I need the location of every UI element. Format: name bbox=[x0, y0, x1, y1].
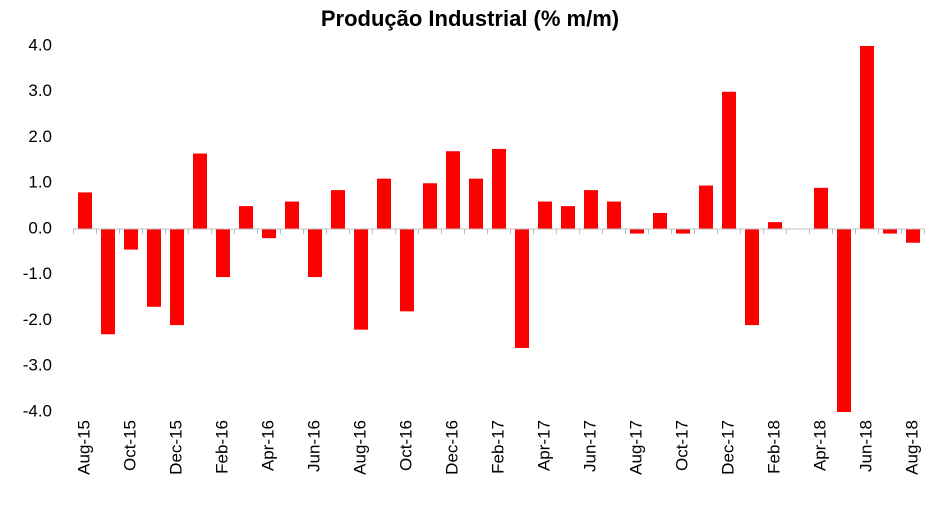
x-tick-label: Dec-17 bbox=[718, 420, 737, 475]
x-tick-label: Apr-16 bbox=[258, 420, 277, 471]
bar bbox=[561, 206, 575, 229]
bar bbox=[745, 229, 759, 326]
y-tick-label: -3.0 bbox=[23, 356, 52, 375]
bar bbox=[630, 229, 644, 234]
bar bbox=[147, 229, 161, 307]
y-tick-label: -1.0 bbox=[23, 264, 52, 283]
bar bbox=[446, 151, 460, 229]
x-tick-label: Aug-17 bbox=[626, 420, 645, 475]
x-tick-label: Feb-16 bbox=[212, 420, 231, 474]
bar bbox=[193, 153, 207, 229]
bar bbox=[538, 201, 552, 229]
x-tick-label: Aug-18 bbox=[902, 420, 921, 475]
y-tick-label: 4.0 bbox=[28, 35, 52, 54]
bar bbox=[331, 190, 345, 229]
x-tick-label: Oct-17 bbox=[672, 420, 691, 471]
x-tick-label: Dec-15 bbox=[166, 420, 185, 475]
chart-title: Produção Industrial (% m/m) bbox=[321, 6, 619, 31]
bar bbox=[124, 229, 138, 250]
x-tick-label: Apr-17 bbox=[534, 420, 553, 471]
bar bbox=[768, 222, 782, 229]
bar bbox=[883, 229, 897, 234]
bar bbox=[377, 178, 391, 229]
bar bbox=[400, 229, 414, 312]
bar bbox=[101, 229, 115, 335]
y-tick-label: -2.0 bbox=[23, 310, 52, 329]
x-tick-label: Jun-17 bbox=[580, 420, 599, 472]
x-tick-label: Apr-18 bbox=[810, 420, 829, 471]
bar bbox=[262, 229, 276, 239]
bar bbox=[285, 201, 299, 229]
x-tick-label: Jun-18 bbox=[856, 420, 875, 472]
bar bbox=[354, 229, 368, 330]
bar bbox=[906, 229, 920, 243]
x-tick-label: Oct-16 bbox=[396, 420, 415, 471]
bar bbox=[653, 212, 667, 229]
y-tick-label: -4.0 bbox=[23, 401, 52, 420]
bar bbox=[584, 190, 598, 229]
bar bbox=[699, 185, 713, 229]
x-tick-label: Feb-18 bbox=[764, 420, 783, 474]
x-tick-label: Aug-15 bbox=[74, 420, 93, 475]
x-tick-label: Jun-16 bbox=[304, 420, 323, 472]
bar bbox=[860, 46, 874, 229]
y-tick-label: 1.0 bbox=[28, 173, 52, 192]
bar bbox=[78, 192, 92, 229]
x-tick-label: Feb-17 bbox=[488, 420, 507, 474]
y-tick-label: 2.0 bbox=[28, 127, 52, 146]
x-tick-label: Aug-16 bbox=[350, 420, 369, 475]
bar bbox=[814, 187, 828, 229]
bar bbox=[515, 229, 529, 348]
bar bbox=[170, 229, 184, 326]
bar bbox=[492, 148, 506, 229]
x-tick-label: Dec-16 bbox=[442, 420, 461, 475]
bar bbox=[469, 178, 483, 229]
bar bbox=[676, 229, 690, 234]
bar bbox=[722, 91, 736, 229]
bar bbox=[308, 229, 322, 278]
y-tick-label: 3.0 bbox=[28, 81, 52, 100]
bar bbox=[607, 201, 621, 229]
bar bbox=[216, 229, 230, 278]
bar bbox=[423, 183, 437, 229]
bar bbox=[239, 206, 253, 229]
y-tick-label: 0.0 bbox=[28, 218, 52, 237]
x-tick-label: Oct-15 bbox=[120, 420, 139, 471]
bar bbox=[837, 229, 851, 412]
